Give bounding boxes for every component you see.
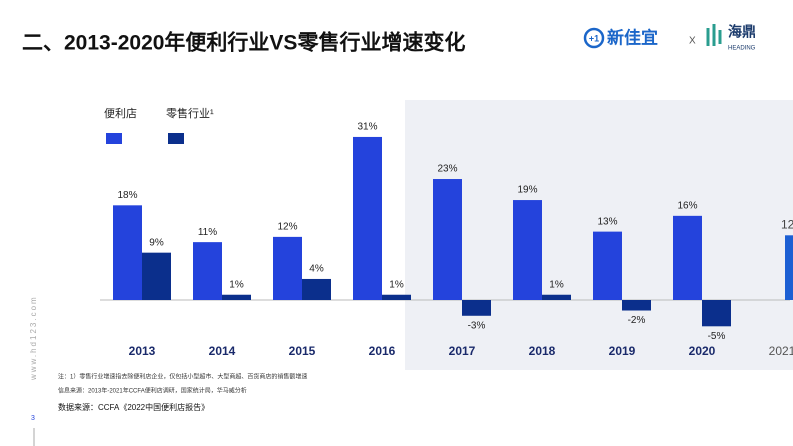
data-label: 4%	[309, 264, 324, 275]
bar	[353, 136, 382, 300]
data-label: -5%	[708, 331, 726, 342]
legend-label: 零售行业¹	[166, 106, 214, 120]
bar	[513, 200, 542, 300]
bar	[673, 215, 702, 300]
data-label: 9%	[149, 237, 164, 248]
legend-swatch	[106, 133, 122, 144]
bar	[113, 205, 142, 300]
data-label: 18%	[117, 190, 137, 201]
data-label: 12.3%	[781, 217, 793, 231]
logo-icon	[583, 27, 605, 49]
footnote: 注：1）零售行业增速指去除便利店企业，仅包括小型超市、大型商超、百货商店的销售额…	[58, 373, 307, 381]
x-tick-label: 2014	[209, 344, 236, 358]
x-tick-label: 2013	[129, 344, 156, 358]
logo-separator: X	[689, 36, 696, 47]
logo-right-sub: HEADING	[728, 46, 756, 52]
data-label: 31%	[357, 122, 377, 133]
legend-swatch	[168, 133, 184, 144]
data-label: 23%	[437, 164, 457, 175]
bar	[142, 252, 171, 300]
x-tick-label: 2016	[369, 344, 396, 358]
bar	[462, 300, 491, 316]
x-tick-label: 2021	[769, 344, 793, 358]
bar	[273, 236, 302, 300]
data-label: 19%	[517, 185, 537, 196]
bar	[542, 294, 571, 300]
slide-title: 二、2013-2020年便利行业VS零售行业增速变化	[22, 31, 465, 55]
x-tick-label: 2018	[529, 344, 556, 358]
x-tick-label: 2020	[689, 344, 716, 358]
x-tick-label: 2017	[449, 344, 476, 358]
logo-right: 海鼎	[728, 24, 756, 40]
data-label: 1%	[229, 279, 244, 290]
logo-icon-text: +1	[589, 33, 599, 43]
data-label: 11%	[198, 227, 217, 238]
data-label: 16%	[677, 200, 697, 211]
data-label: 12%	[277, 222, 297, 233]
bar	[785, 235, 793, 300]
bar	[193, 242, 222, 300]
bar	[622, 300, 651, 311]
data-label: 1%	[389, 279, 404, 290]
logo-right-icon	[706, 24, 722, 46]
x-tick-label: 2015	[289, 344, 316, 358]
bar	[382, 294, 411, 300]
bar	[302, 278, 331, 300]
logo-left: 新佳宜	[607, 27, 658, 47]
bar	[222, 294, 251, 300]
data-label: -3%	[468, 320, 486, 331]
data-label: -2%	[628, 315, 646, 326]
x-tick-label: 2019	[609, 344, 636, 358]
data-label: 1%	[549, 279, 564, 290]
legend-label: 便利店	[104, 106, 137, 120]
data-label: 13%	[597, 216, 617, 227]
side-url: www.hd123.com	[29, 295, 38, 381]
footnote: 信息来源：2013年-2021年CCFA便利店调研，国家统计局，华马威分析	[58, 387, 247, 395]
bar	[702, 300, 731, 327]
bar	[433, 179, 462, 300]
bar	[593, 231, 622, 300]
page-number: 3	[31, 415, 35, 422]
source: 数据来源：CCFA《2022中国便利店报告》	[58, 402, 209, 412]
